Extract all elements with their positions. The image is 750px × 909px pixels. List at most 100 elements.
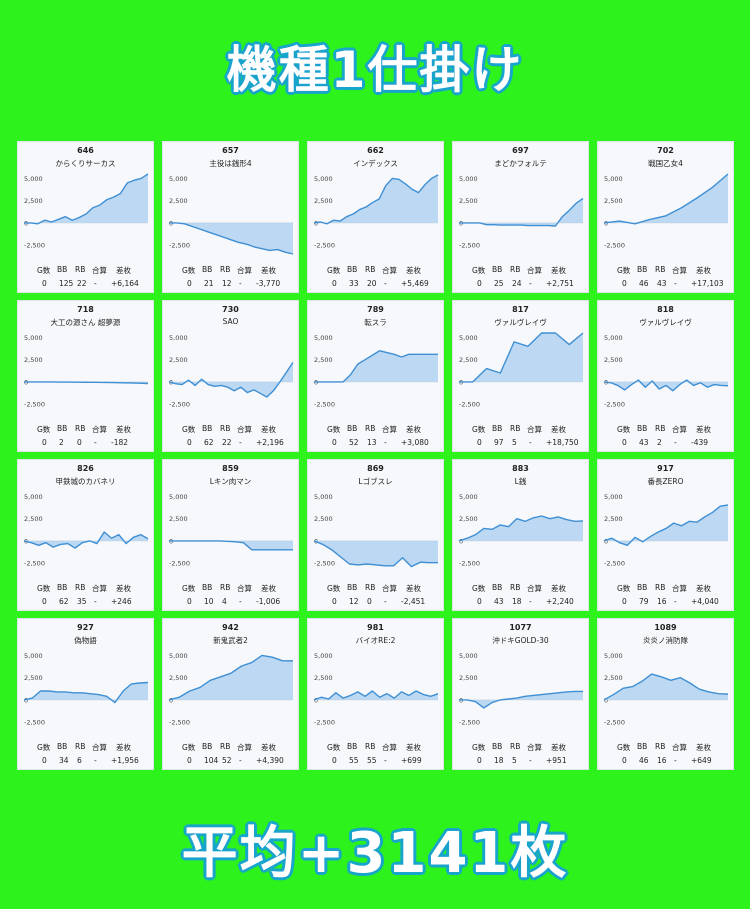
y-tick-label: -2,500 [314, 719, 335, 727]
stat-value: 16 [657, 756, 667, 765]
chart-card: 730SAO5,0002,5000-2,500G数BBRB合算差枚06222-+… [162, 300, 299, 452]
stat-header: G数 [182, 743, 196, 752]
stat-header: 合算 [672, 743, 687, 752]
stat-header: RB [510, 265, 521, 274]
y-tick-label: 5,000 [314, 334, 333, 342]
stat-header: BB [637, 583, 648, 592]
series-line [168, 361, 294, 398]
machine-name: ヴァルヴレイヴ [639, 318, 692, 327]
stat-value: 0 [477, 279, 482, 288]
y-tick-label: 2,500 [24, 197, 43, 205]
y-tick-label: -2,500 [459, 719, 480, 727]
y-tick-label: 2,500 [169, 356, 188, 364]
stat-value: 5 [512, 438, 517, 447]
stat-header: 合算 [92, 743, 107, 752]
chart-card: 789 転スラ 5,000 2,500 0 -2,500 G数 BB RB 合算 差枚 0 52 13- +… [307, 300, 444, 452]
stat-header: 合算 [237, 743, 252, 752]
area-fill [169, 222, 293, 254]
stat-header: 合算 [382, 425, 397, 434]
y-tick-label: -2,500 [604, 401, 625, 409]
stat-header: 差枚 [551, 425, 566, 434]
chart-card: 662 インデックス 5,000 2,500 0 -2,500 G数 BB RB 合算 差枚 0 33 2… [307, 141, 444, 293]
stat-value: 62 [204, 438, 214, 447]
stat-value: 0 [42, 438, 47, 447]
y-tick-label: -2,500 [314, 242, 335, 250]
average-result: 平均+3141枚 [181, 821, 569, 886]
y-tick-label: 0 [314, 696, 318, 704]
stat-header: 差枚 [406, 743, 421, 752]
stat-header: BB [57, 583, 68, 592]
machine-number: 1089 [654, 623, 677, 632]
stat-header: BB [347, 583, 358, 592]
stat-header: RB [510, 583, 521, 592]
y-tick-label: 2,500 [169, 674, 188, 682]
stat-value: 43 [657, 279, 667, 288]
stat-header: BB [202, 742, 213, 751]
y-tick-label: 5,000 [24, 652, 43, 660]
machine-number: 917 [657, 464, 674, 473]
machine-name: バイオRE:2 [355, 636, 396, 645]
stat-header: 差枚 [696, 743, 711, 752]
stat-value: 2 [59, 438, 64, 447]
stat-value: - [384, 756, 387, 765]
machine-name: 新鬼武者2 [213, 636, 248, 645]
stat-header: RB [220, 742, 231, 751]
stat-value: - [94, 279, 97, 288]
stat-value: -1,006 [256, 597, 281, 606]
stat-header: 合算 [527, 584, 542, 593]
chart-card: 646 からくりサーカス 5,000 2,500 0 -2,500 G数 BB RB 合算 差枚 0 1… [17, 141, 154, 293]
stat-value: +951 [546, 756, 567, 765]
stat-value: 33 [349, 279, 359, 288]
stat-header: 合算 [92, 266, 107, 275]
stat-header: BB [492, 265, 503, 274]
series-line [168, 654, 294, 701]
series-line [169, 540, 293, 551]
area-fill [604, 174, 728, 224]
stat-value: - [94, 756, 97, 765]
machine-name: 大工の源さん 超夢源 [50, 318, 121, 327]
stat-header: 合算 [672, 425, 687, 434]
machine-name: まどかフォルテ [494, 159, 547, 168]
stat-value: +4,390 [256, 756, 284, 765]
stat-header: RB [510, 742, 521, 751]
stat-value: - [239, 438, 242, 447]
stat-value: - [529, 279, 532, 288]
machine-name: 偽物語 [74, 636, 97, 645]
area-fill [604, 504, 728, 546]
stat-value: - [384, 438, 387, 447]
chart-card: 1089 炎炎ノ消防隊 5,000 2,500 0 -2,500 G数 BB RB 合算 差枚 0 46… [597, 618, 734, 770]
stat-header: 合算 [237, 266, 252, 275]
y-tick-label: 0 [604, 537, 608, 545]
y-tick-label: 2,500 [314, 515, 333, 523]
y-tick-label: 5,000 [314, 493, 333, 501]
stat-value: 4 [222, 597, 227, 606]
machine-name: 転スラ [364, 318, 387, 327]
y-tick-label: -2,500 [604, 242, 625, 250]
stat-header: RB [75, 265, 86, 274]
stat-value: -182 [111, 438, 129, 447]
chart-card: 697 まどかフォルテ 5,000 2,500 0 -2,500 G数 BB RB 合算 差枚 0 25… [452, 141, 589, 293]
stat-header: G数 [37, 266, 51, 275]
series-line [169, 222, 294, 255]
chart-card: 869Lゴブスレ5,0002,5000-2,500G数BBRB合算差枚0120-… [307, 459, 444, 611]
stat-value: 43 [494, 597, 504, 606]
stat-value: 34 [59, 756, 69, 765]
y-tick-label: -2,500 [24, 719, 45, 727]
stat-header: 合算 [672, 266, 687, 275]
y-tick-label: 2,500 [24, 674, 43, 682]
stat-value: 25 [494, 279, 504, 288]
stat-value: 0 [187, 597, 192, 606]
stat-value: +2,196 [256, 438, 284, 447]
y-tick-label: 5,000 [169, 175, 188, 183]
y-tick-label: 5,000 [604, 652, 623, 660]
stat-value: - [384, 279, 387, 288]
y-tick-label: -2,500 [169, 242, 190, 250]
stat-value: 0 [77, 438, 82, 447]
stat-value: 46 [639, 279, 649, 288]
